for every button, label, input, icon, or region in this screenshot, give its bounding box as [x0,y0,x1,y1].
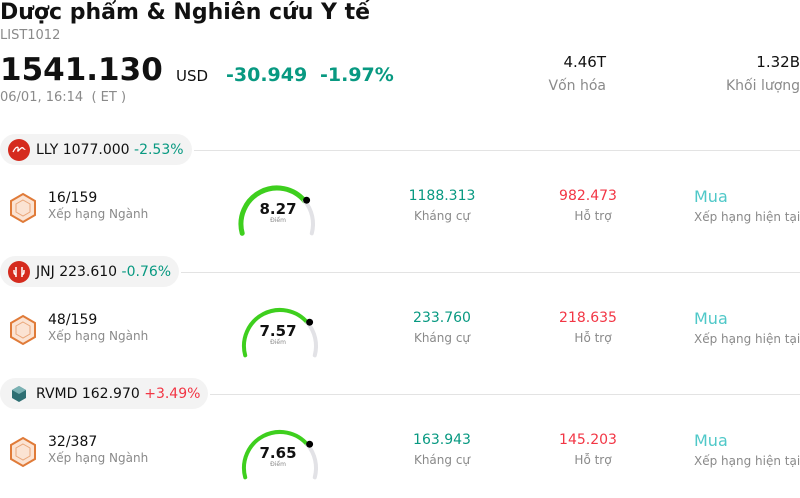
page: Dược phẩm & Nghiên cứu Y tế LIST1012 154… [0,0,800,480]
support-label: Hỗ trợ [574,209,612,223]
ticker: JNJ [36,263,55,280]
currency: USD [176,67,209,85]
change-pct: -1.97% [320,64,394,86]
stock-price: 162.970 [81,385,140,402]
resistance: 163.943 [413,432,471,448]
stock-pill[interactable]: RVMD 162.970 +3.49% [0,378,209,409]
stat-value: 4.46T [563,53,606,71]
support: 218.635 [559,310,617,326]
resistance: 233.760 [413,310,471,326]
gauge [238,185,316,236]
stock-logo [8,260,30,283]
resistance-label: Kháng cự [413,331,471,345]
stock-pill[interactable]: JNJ 223.610 -0.76% [0,256,180,287]
stock-price: 1077.000 [62,141,130,158]
separator [210,394,800,395]
separator [194,150,800,151]
stat-label: Vốn hóa [548,78,606,94]
stat-value: 1.32B [756,53,800,71]
rating: Mua [694,309,728,328]
resistance-label: Kháng cự [413,453,471,467]
resistance: 1188.313 [408,188,476,204]
rank: 32/387 [48,434,98,450]
stock-block: RVMD 162.970 +3.49% 32/387 Xếp hạng Ngàn… [0,378,800,498]
score: 7.57 [259,322,297,340]
stock-logo [12,385,26,402]
support-label: Hỗ trợ [574,453,612,467]
score: 7.65 [259,444,297,462]
score-label: Điểm [270,217,286,224]
rank-label: Xếp hạng Ngành [48,207,149,221]
score: 8.27 [259,200,297,218]
support: 982.473 [559,188,617,204]
score-label: Điểm [270,461,286,468]
ticker: LLY [36,141,59,158]
time: 06/01, 16:14 ( ET ) [0,90,127,105]
price: 1541.130 [0,52,163,88]
stock-logo [8,138,30,161]
separator [181,272,800,273]
stat-label: Khối lượng [726,78,800,94]
resistance-label: Kháng cự [413,209,471,223]
title: Dược phẩm & Nghiên cứu Y tế [0,0,371,25]
support: 145.203 [559,432,617,448]
rating: Mua [694,187,728,206]
stock-price: 223.610 [59,263,118,280]
rank-label: Xếp hạng Ngành [48,329,149,343]
rank-label: Xếp hạng Ngành [48,451,149,465]
code: LIST1012 [0,28,61,43]
rating-label: Xếp hạng hiện tại [694,210,800,224]
change: -30.949 [226,64,308,86]
rank-icon [10,192,36,224]
ticker: RVMD [36,385,78,402]
rating-label: Xếp hạng hiện tại [694,332,800,346]
gauge [241,430,319,480]
stock-change: -2.53% [134,141,184,158]
support-label: Hỗ trợ [574,331,612,345]
gauge [241,308,319,358]
rank-icon [10,436,36,468]
rating-label: Xếp hạng hiện tại [694,454,800,468]
stock-pill[interactable]: LLY 1077.000 -2.53% [0,134,192,165]
stock-block: JNJ 223.610 -0.76% 48/159 Xếp hạng Ngành… [0,256,800,376]
rank-icon [10,314,36,346]
stock-change: -0.76% [121,263,172,280]
rank: 16/159 [48,190,98,206]
rank: 48/159 [48,312,98,328]
rating: Mua [694,431,728,450]
stock-change: +3.49% [144,385,201,402]
score-label: Điểm [270,339,286,346]
stock-block: LLY 1077.000 -2.53% 16/159 Xếp hạng Ngàn… [0,134,800,254]
